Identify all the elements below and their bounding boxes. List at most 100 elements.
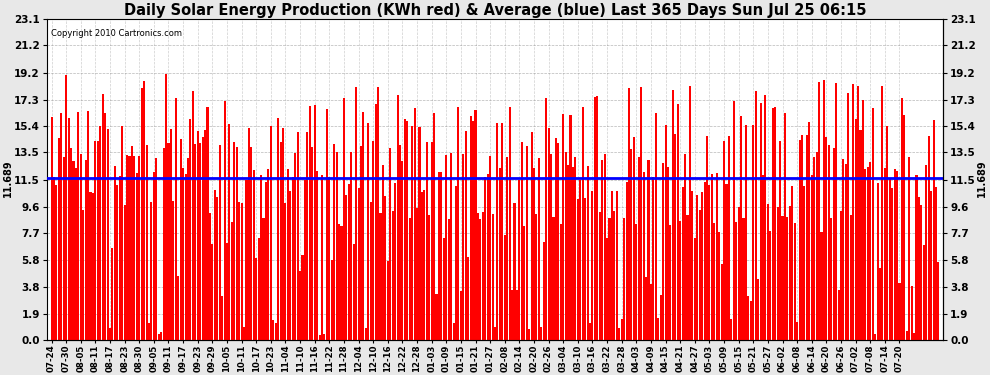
Bar [477, 213, 479, 340]
Bar [199, 143, 201, 340]
Bar [591, 191, 593, 340]
Bar [394, 183, 396, 340]
Bar [541, 327, 543, 340]
Bar [723, 141, 725, 340]
Bar [886, 126, 888, 340]
Bar [744, 125, 747, 340]
Bar [209, 213, 211, 340]
Bar [239, 202, 241, 340]
Bar [533, 168, 535, 340]
Bar [489, 156, 491, 340]
Bar [162, 148, 164, 340]
Bar [431, 142, 433, 340]
Bar [662, 163, 664, 340]
Bar [742, 218, 744, 340]
Bar [311, 147, 313, 340]
Bar [754, 91, 756, 340]
Bar [294, 153, 296, 340]
Bar [523, 226, 526, 340]
Bar [414, 108, 416, 340]
Bar [731, 319, 733, 340]
Bar [649, 284, 652, 340]
Bar [689, 86, 691, 340]
Bar [928, 136, 930, 340]
Bar [352, 244, 354, 340]
Bar [219, 145, 221, 340]
Bar [424, 190, 426, 340]
Bar [377, 87, 379, 340]
Bar [736, 222, 738, 340]
Bar [109, 328, 111, 340]
Bar [292, 177, 294, 340]
Bar [633, 137, 635, 340]
Bar [767, 204, 769, 340]
Bar [229, 124, 231, 340]
Bar [119, 176, 121, 340]
Bar [94, 141, 96, 340]
Bar [279, 142, 281, 340]
Bar [838, 290, 840, 340]
Bar [574, 158, 576, 340]
Bar [299, 270, 301, 340]
Bar [357, 189, 359, 340]
Bar [262, 218, 264, 340]
Bar [157, 334, 159, 340]
Bar [699, 210, 701, 340]
Bar [506, 157, 508, 340]
Bar [681, 187, 684, 340]
Bar [694, 238, 696, 340]
Bar [821, 232, 823, 340]
Bar [65, 75, 67, 340]
Bar [531, 132, 533, 340]
Bar [903, 115, 906, 340]
Bar [329, 177, 331, 340]
Bar [616, 191, 618, 340]
Bar [926, 165, 928, 340]
Bar [77, 112, 79, 340]
Bar [252, 170, 254, 340]
Bar [92, 193, 94, 340]
Bar [331, 261, 333, 340]
Bar [879, 268, 881, 340]
Bar [521, 142, 523, 340]
Bar [706, 136, 708, 340]
Bar [70, 148, 72, 340]
Bar [459, 291, 462, 340]
Bar [726, 183, 728, 340]
Bar [669, 225, 671, 340]
Bar [224, 101, 226, 340]
Bar [167, 142, 169, 340]
Bar [733, 101, 735, 340]
Bar [896, 171, 898, 340]
Bar [482, 212, 484, 340]
Bar [684, 154, 686, 340]
Bar [647, 160, 649, 340]
Bar [326, 109, 328, 340]
Bar [372, 141, 374, 340]
Bar [479, 219, 481, 340]
Bar [931, 190, 933, 340]
Bar [302, 255, 304, 340]
Text: 11.689: 11.689 [977, 159, 987, 196]
Bar [399, 145, 401, 340]
Bar [621, 320, 623, 340]
Bar [426, 142, 428, 340]
Bar [265, 182, 267, 340]
Bar [297, 132, 299, 340]
Bar [450, 153, 452, 340]
Bar [429, 215, 431, 340]
Bar [876, 183, 878, 340]
Bar [935, 187, 938, 340]
Bar [933, 120, 935, 340]
Bar [831, 218, 833, 340]
Bar [243, 327, 246, 340]
Bar [387, 261, 389, 340]
Bar [155, 158, 157, 340]
Bar [911, 286, 913, 340]
Bar [757, 279, 759, 340]
Bar [572, 167, 574, 340]
Bar [609, 218, 611, 340]
Bar [547, 128, 549, 340]
Bar [664, 125, 666, 340]
Bar [550, 154, 552, 340]
